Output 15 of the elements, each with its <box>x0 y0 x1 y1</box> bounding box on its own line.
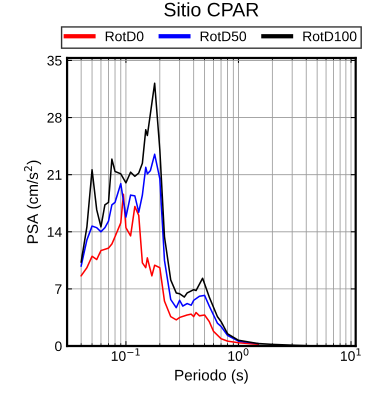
x-tick-label: 10$^{−1}$ <box>112 348 140 361</box>
x-tick-label: 10$^{0}$ <box>228 348 248 361</box>
y-tick-label: 0 <box>55 341 62 352</box>
legend-label: RotD100 <box>303 31 356 42</box>
y-tick-label: 14 <box>48 227 62 237</box>
legend-label: RotD50 <box>200 31 246 42</box>
x-tick-label: 10$^{1}$ <box>340 348 361 361</box>
x-axis-title: Periodo (s) <box>175 369 248 384</box>
y-axis-title: PSA (cm/s$^{2}$) <box>24 160 42 244</box>
chart-title: Sitio CPAR <box>164 2 258 17</box>
y-tick-label: 21 <box>47 170 62 180</box>
y-tick-label: 28 <box>47 112 62 123</box>
y-tick-label: 7 <box>55 284 62 294</box>
legend-label: RotD0 <box>106 31 144 42</box>
y-tick-label: 35 <box>47 56 62 66</box>
